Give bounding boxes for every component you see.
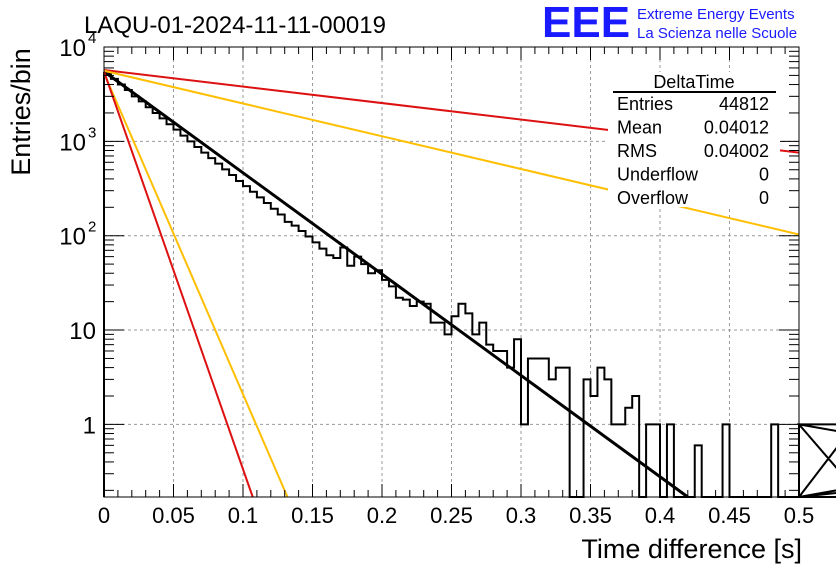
fit-line [103, 72, 289, 498]
run-title: LAQU-01-2024-11-11-00019 [84, 12, 386, 39]
fit-line [103, 69, 800, 236]
x-tick-label: 0.2 [367, 503, 398, 528]
y-tick-label: 10 [69, 318, 96, 345]
stats-row-value: 0.04002 [704, 141, 769, 161]
y-tick-label: 10 [59, 35, 86, 62]
stats-row-label: Entries [617, 94, 673, 114]
x-tick-label: 0.4 [645, 503, 676, 528]
stats-row-label: Underflow [617, 165, 699, 185]
y-tick-exponent: 4 [88, 30, 96, 47]
y-tick-exponent: 3 [88, 124, 96, 141]
x-tick-label: 0.1 [228, 503, 259, 528]
plot-frame [103, 46, 800, 498]
x-tick-label: 0 [98, 503, 110, 528]
stats-rows: Entries 44812 Mean 0.04012 RMS 0.04002Underfl… [617, 94, 769, 208]
y-axis-title: Entries/bin [6, 48, 36, 176]
stats-title: DeltaTime [653, 72, 734, 92]
logo-line-1: Extreme Energy Events [637, 6, 795, 23]
stats-row-label: RMS [617, 141, 657, 161]
stats-row-value: 0 [759, 188, 769, 208]
y-tick-label: 10 [59, 129, 86, 156]
x-tick-label: 0.5 [784, 503, 815, 528]
stats-box: DeltaTime Entries 44812 Mean 0.04012 RMS 0.04… [608, 72, 780, 208]
x-tick-label: 0.45 [708, 503, 751, 528]
stats-row-value: 44812 [719, 94, 769, 114]
stats-row-value: 0 [759, 165, 769, 185]
y-tick-label: 10 [59, 224, 86, 251]
y-tick-exponent: 2 [88, 219, 96, 236]
x-axis-ticks: 0 0.05 0.1 0.15 0.2 0.25 0.3 0.35 0.4 0.45 0.5 [98, 47, 814, 528]
x-tick-label: 0.25 [430, 503, 473, 528]
fit-line [103, 70, 689, 499]
x-tick-label: 0.05 [152, 503, 195, 528]
x-axis-title: Time difference [s] [581, 534, 802, 564]
x-tick-label: 0.35 [569, 503, 612, 528]
logo-line-2: La Scienza nelle Scuole [637, 25, 797, 42]
x-tick-label: 0.15 [291, 503, 334, 528]
stats-row-label: Mean [617, 118, 662, 138]
y-tick-label: 1 [83, 412, 96, 439]
x-tick-label: 0.3 [506, 503, 537, 528]
eee-logo: EEE [542, 0, 630, 47]
stats-row-label: Overflow [617, 188, 689, 208]
fit-line [103, 71, 254, 498]
stats-row-value: 0.04012 [704, 118, 769, 138]
